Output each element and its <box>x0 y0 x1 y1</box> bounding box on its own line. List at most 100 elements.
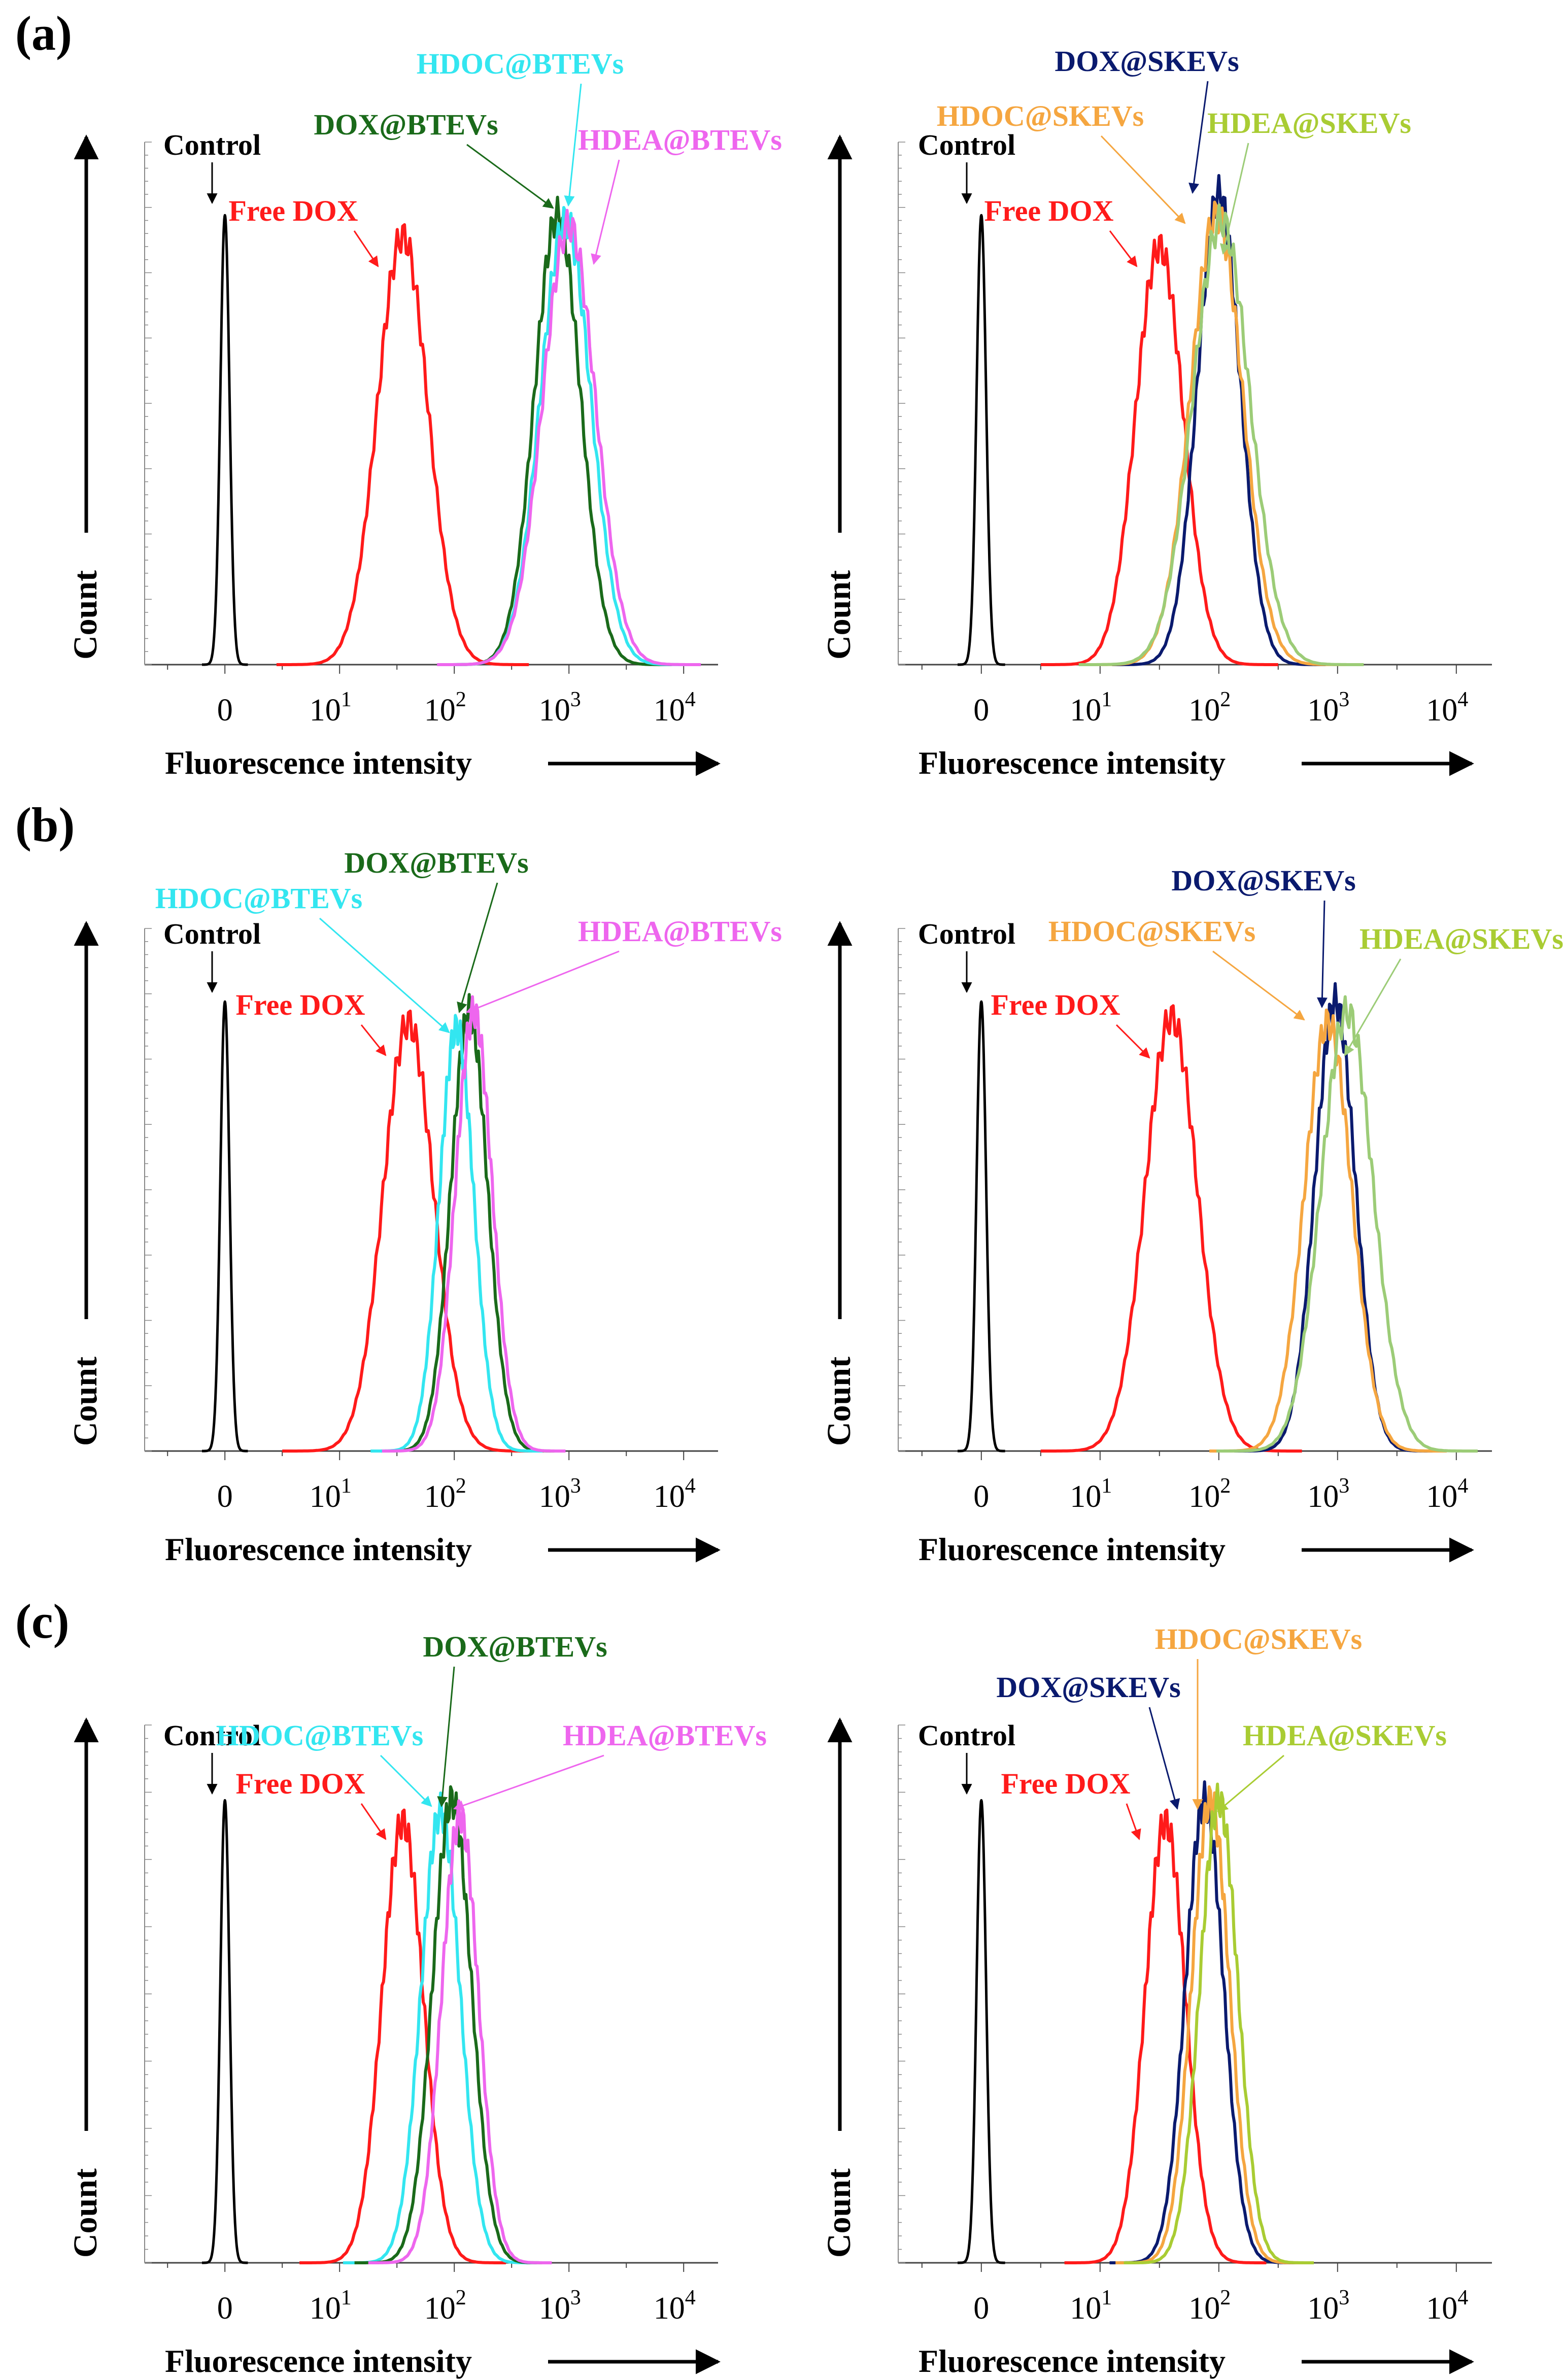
chart-c-left: 0 101 102 103 104 Fluorescence intensity Count… <box>67 1630 767 2379</box>
x-tick-exponent: 2 <box>456 2286 466 2309</box>
y-axis-label: Count <box>67 1357 104 1446</box>
series-curve-dox-skevs <box>1112 174 1326 666</box>
x-tick-label: 103 <box>539 688 581 728</box>
x-tick-exponent: 1 <box>1101 2286 1112 2309</box>
series-pointer-hdea-btevs <box>453 1754 604 1811</box>
x-tick-exponent: 4 <box>685 688 696 711</box>
series-pointer-free-dox <box>1126 1803 1141 1840</box>
series-curve-hdea-btevs <box>382 995 566 1453</box>
series-label-dox-skevs: DOX@SKEVs <box>1171 864 1355 897</box>
chart-a-right: 0 101 102 103 104 Fluorescence intensity Count… <box>821 45 1492 781</box>
series-pointer-free-dox <box>1115 1024 1150 1059</box>
series-curve-control <box>201 214 249 666</box>
series-pointer-hdoc-btevs <box>564 83 582 207</box>
x-tick-label: 0 <box>217 2291 233 2326</box>
series-label-hdea-skevs: HDEA@SKEVs <box>1243 1719 1447 1752</box>
series-curve-hdea-btevs <box>368 1799 552 2264</box>
series-pointer-free-dox <box>360 1024 387 1056</box>
series-label-hdea-btevs: HDEA@BTEVs <box>578 915 782 948</box>
series-curve-hdea-skevs <box>1216 995 1478 1453</box>
x-tick-exponent: 4 <box>685 2286 696 2309</box>
x-tick-label: 103 <box>539 1474 581 1514</box>
series-pointer-dox-btevs <box>457 882 498 1014</box>
y-axis-label: Count <box>821 570 858 660</box>
x-tick-label: 104 <box>1426 2286 1468 2326</box>
x-tick-exponent: 3 <box>1339 1474 1349 1498</box>
series-curve-control <box>201 1000 249 1453</box>
series-label-dox-skevs: DOX@SKEVs <box>996 1671 1180 1704</box>
series-curve-free-dox <box>299 1808 506 2264</box>
series-pointer-hdoc-skevs <box>1100 135 1186 224</box>
series-curve-free-dox <box>276 223 529 666</box>
x-axis-label: Fluorescence intensity <box>919 745 1226 781</box>
series-label-hdea-skevs: HDEA@SKEVs <box>1359 922 1563 955</box>
series-label-free-dox: Free DOX <box>1001 1767 1131 1800</box>
series-label-hdoc-btevs: HDOC@BTEVs <box>417 47 624 80</box>
x-tick-exponent: 3 <box>570 688 581 711</box>
series-curve-hdea-btevs <box>437 209 701 666</box>
series-pointer-dox-btevs <box>466 144 554 209</box>
x-axis-label: Fluorescence intensity <box>919 1531 1226 1567</box>
series-curve-control <box>957 1799 1006 2264</box>
panel-label-a: (a) <box>15 6 72 60</box>
series-pointer-hdea-skevs <box>1344 958 1402 1056</box>
series-curve-dox-btevs <box>377 993 561 1453</box>
series-curve-hdea-skevs <box>1078 203 1364 666</box>
series-pointer-hdoc-btevs <box>319 917 450 1033</box>
chart-b-right: 0 101 102 103 104 Fluorescence intensity Count… <box>821 864 1563 1567</box>
series-label-free-dox: Free DOX <box>236 1767 365 1800</box>
x-tick-label: 104 <box>654 1474 696 1514</box>
series-pointer-hdoc-btevs <box>380 1754 432 1807</box>
x-tick-label: 103 <box>1307 688 1349 728</box>
x-axis-label: Fluorescence intensity <box>919 2343 1226 2379</box>
series-curve-free-dox <box>1040 234 1278 666</box>
series-curve-hdoc-skevs <box>1209 1008 1447 1453</box>
x-tick-label: 101 <box>310 688 352 728</box>
x-tick-label: 0 <box>973 1479 989 1514</box>
series-label-hdea-skevs: HDEA@SKEVs <box>1207 107 1411 140</box>
x-tick-label: 103 <box>1307 2286 1349 2326</box>
x-tick-exponent: 1 <box>341 1474 352 1498</box>
x-tick-label: 101 <box>310 1474 352 1514</box>
series-pointer-dox-btevs <box>437 1666 455 1808</box>
x-tick-label: 101 <box>310 2286 352 2326</box>
x-axis-label: Fluorescence intensity <box>165 2343 472 2379</box>
series-curve-control <box>957 214 1006 666</box>
series-pointer-hdea-btevs <box>466 950 620 1014</box>
x-tick-exponent: 1 <box>1101 688 1112 711</box>
x-tick-label: 104 <box>1426 688 1468 728</box>
x-tick-label: 104 <box>654 688 696 728</box>
series-pointer-free-dox <box>353 230 379 267</box>
x-tick-exponent: 4 <box>1457 1474 1468 1498</box>
x-tick-label: 0 <box>973 2291 989 2326</box>
series-pointer-dox-skevs <box>1188 81 1209 194</box>
y-axis-label: Count <box>67 570 104 660</box>
x-axis-label: Fluorescence intensity <box>165 1531 472 1567</box>
series-label-dox-btevs: DOX@BTEVs <box>314 108 498 141</box>
series-label-hdoc-skevs: HDOC@SKEVs <box>1155 1623 1362 1655</box>
series-pointer-hdea-btevs <box>591 159 620 265</box>
series-label-dox-skevs: DOX@SKEVs <box>1055 45 1239 78</box>
x-tick-exponent: 3 <box>1339 2286 1349 2309</box>
chart-a-left: 0 101 102 103 104 Fluorescence intensity Count… <box>67 47 782 781</box>
series-label-free-dox: Free DOX <box>991 988 1120 1021</box>
x-tick-label: 101 <box>1070 2286 1112 2326</box>
x-tick-exponent: 2 <box>456 688 466 711</box>
x-tick-exponent: 2 <box>1220 688 1231 711</box>
x-tick-exponent: 1 <box>341 688 352 711</box>
series-curve-control <box>201 1799 249 2264</box>
x-tick-label: 102 <box>424 2286 466 2326</box>
panel-label-c: (c) <box>15 1594 70 1648</box>
series-label-hdoc-btevs: HDOC@BTEVs <box>155 882 362 915</box>
x-tick-label: 101 <box>1070 688 1112 728</box>
x-tick-exponent: 1 <box>1101 1474 1112 1498</box>
y-axis-label: Count <box>821 2168 858 2258</box>
x-axis-label: Fluorescence intensity <box>165 745 472 781</box>
x-tick-exponent: 4 <box>1457 2286 1468 2309</box>
series-curve-free-dox <box>282 1009 535 1453</box>
chart-c-right: 0 101 102 103 104 Fluorescence intensity Count… <box>821 1623 1492 2379</box>
x-tick-exponent: 3 <box>1339 688 1349 711</box>
series-label-free-dox: Free DOX <box>236 988 365 1021</box>
